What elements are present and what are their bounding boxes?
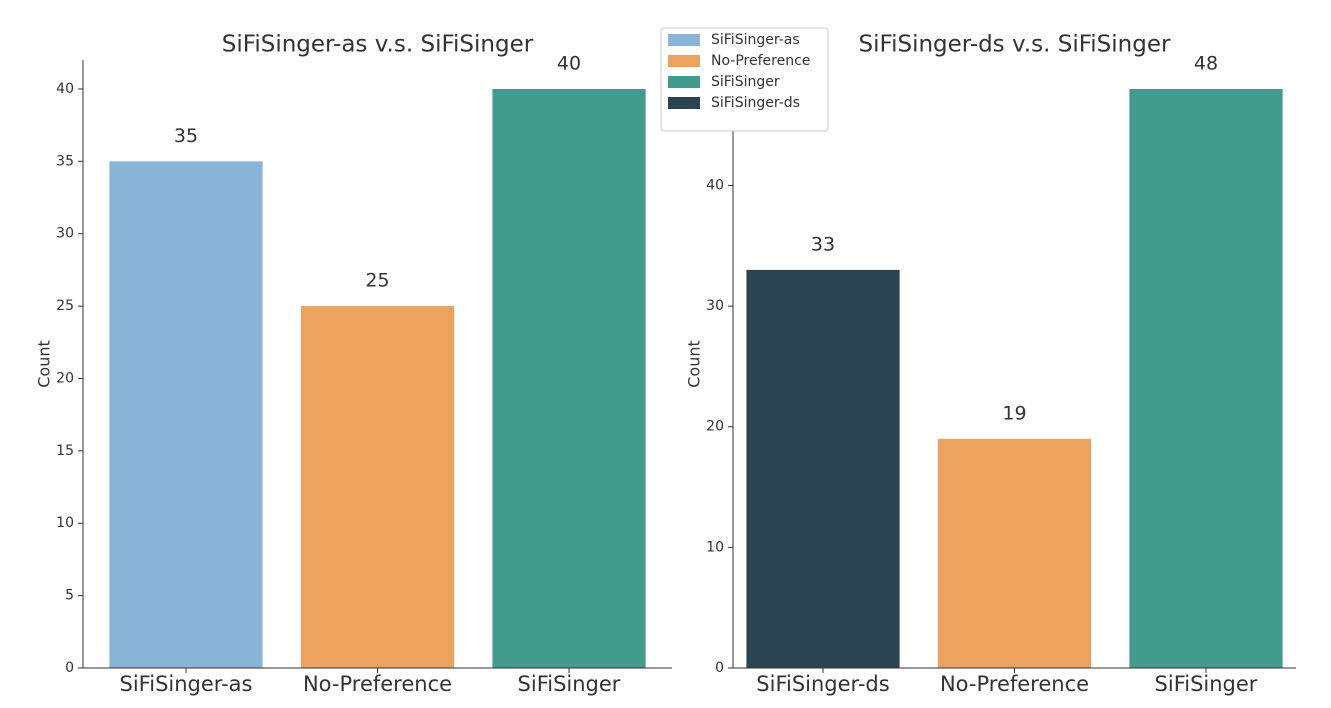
value-label: 35 [174, 125, 198, 147]
legend-label: SiFiSinger-as [711, 32, 800, 48]
bar [109, 161, 263, 669]
value-label: 40 [557, 52, 581, 74]
y-tick-label: 0 [65, 660, 74, 676]
x-tick-label: No-Preference [303, 672, 452, 696]
bar [1129, 88, 1283, 668]
x-tick-label: SiFiSinger-as [120, 672, 253, 696]
bar [937, 438, 1092, 668]
y-tick-label: 35 [56, 153, 74, 169]
x-tick-label: SiFiSinger-ds [756, 672, 889, 696]
y-tick-label: 10 [706, 539, 724, 555]
value-label: 19 [1002, 402, 1026, 424]
bar [746, 269, 900, 668]
y-tick-label: 40 [706, 177, 724, 193]
y-axis-label: Count [685, 340, 704, 388]
legend-label: No-Preference [711, 53, 810, 69]
y-tick-label: 30 [56, 226, 74, 242]
y-tick-label: 20 [56, 370, 74, 386]
legend-frame [660, 27, 829, 132]
y-tick-label: 40 [56, 81, 74, 97]
y-tick-label: 15 [56, 443, 74, 459]
legend-swatch [668, 97, 700, 109]
y-tick-label: 20 [706, 419, 724, 435]
bar [492, 88, 646, 668]
value-label: 33 [811, 233, 835, 255]
chart-title: SiFiSinger-ds v.s. SiFiSinger [859, 32, 1171, 58]
y-tick-label: 5 [65, 588, 74, 604]
y-tick-label: 10 [56, 515, 74, 531]
legend-label: SiFiSinger [711, 74, 780, 90]
y-tick-label: 0 [715, 660, 724, 676]
y-tick-label: 30 [706, 298, 724, 314]
legend-swatch [668, 76, 700, 88]
x-tick-label: SiFiSinger [518, 672, 621, 696]
chart-title: SiFiSinger-as v.s. SiFiSinger [222, 32, 534, 58]
value-label: 48 [1194, 52, 1218, 74]
legend: SiFiSinger-as No-Preference SiFiSinger SiFi… [660, 27, 829, 132]
value-label: 25 [365, 270, 389, 292]
legend-swatch [668, 55, 700, 67]
legend-label: SiFiSinger-ds [711, 95, 800, 111]
legend-swatch [668, 34, 700, 46]
y-axis-label: Count [35, 340, 54, 388]
bar [300, 306, 455, 668]
x-tick-label: No-Preference [940, 672, 1089, 696]
x-tick-label: SiFiSinger [1155, 672, 1258, 696]
y-tick-label: 25 [56, 298, 74, 314]
